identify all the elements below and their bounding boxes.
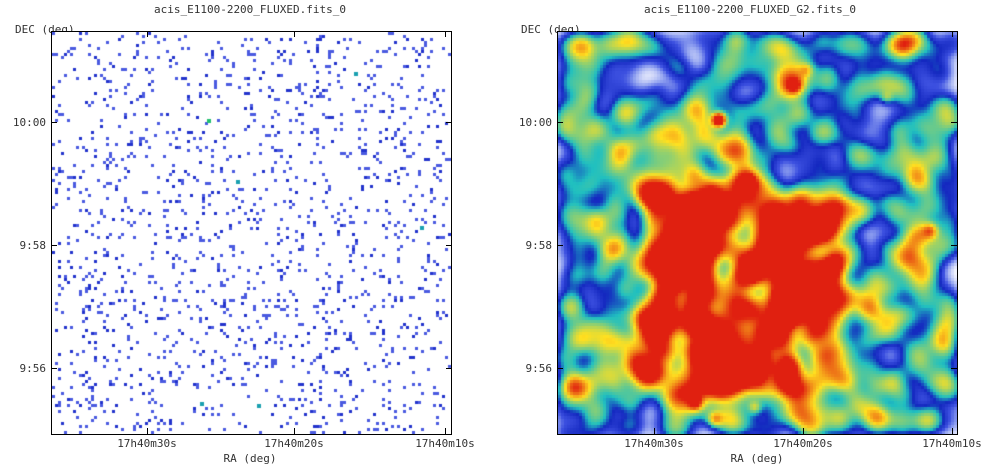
left-panel: acis_E1100-2200_FLUXED.fits_0 DEC (deg) … [12, 3, 475, 465]
x-tick-mark [952, 428, 953, 434]
y-tick-mark [951, 368, 957, 369]
y-tick-mark [51, 368, 57, 369]
x-axis-label: RA (deg) [223, 452, 277, 465]
x-axis-label: RA (deg) [730, 452, 784, 465]
y-tick-mark [51, 122, 57, 123]
x-tick-label: 17h40m10s [415, 437, 475, 450]
x-tick-mark [803, 31, 804, 37]
x-tick-mark [445, 31, 446, 37]
x-tick-mark [445, 428, 446, 434]
y-tick-mark [557, 122, 563, 123]
x-tick-mark [147, 428, 148, 434]
x-tick-mark [147, 31, 148, 37]
x-tick-mark [654, 428, 655, 434]
y-tick-mark [951, 245, 957, 246]
y-tick-label: 9:56 [525, 362, 553, 375]
smoothed-image[interactable] [558, 32, 957, 434]
y-tick-label: 10:00 [518, 116, 552, 129]
x-tick-mark [654, 31, 655, 37]
image-plot-area[interactable] [51, 31, 452, 435]
x-tick-mark [952, 31, 953, 37]
panel-title: acis_E1100-2200_FLUXED_G2.fits_0 [644, 3, 856, 16]
y-tick-mark [446, 368, 452, 369]
y-tick-mark [951, 122, 957, 123]
y-tick-label: 9:56 [19, 362, 47, 375]
y-tick-mark [446, 245, 452, 246]
x-tick-label: 17h40m30s [624, 437, 684, 450]
y-tick-mark [51, 245, 57, 246]
right-panel: acis_E1100-2200_FLUXED_G2.fits_0 DEC (de… [500, 0, 1000, 472]
x-tick-mark [803, 428, 804, 434]
panel-title: acis_E1100-2200_FLUXED.fits_0 [153, 3, 347, 16]
x-tick-label: 17h40m20s [773, 437, 833, 450]
x-tick-mark [294, 31, 295, 37]
image-plot-area[interactable] [557, 31, 958, 435]
y-tick-mark [446, 122, 452, 123]
raw-counts-image[interactable] [52, 32, 451, 434]
y-tick-mark [557, 245, 563, 246]
y-tick-label: 9:58 [19, 239, 47, 252]
x-tick-label: 17h40m10s [922, 437, 982, 450]
y-tick-mark [557, 368, 563, 369]
y-tick-label: 9:58 [525, 239, 553, 252]
x-tick-mark [294, 428, 295, 434]
x-tick-label: 17h40m20s [264, 437, 324, 450]
x-tick-label: 17h40m30s [117, 437, 177, 450]
y-tick-label: 10:00 [12, 116, 46, 129]
